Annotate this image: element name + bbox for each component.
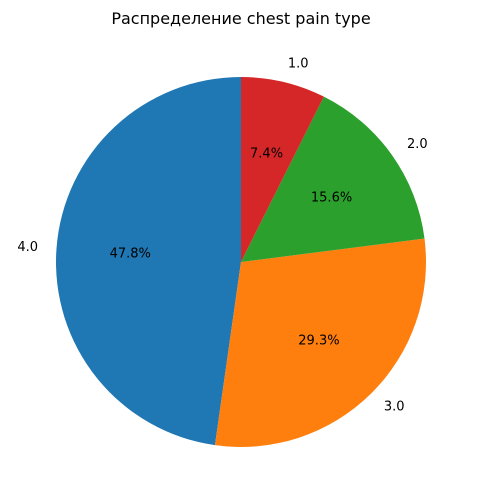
pie-slice-3-0 bbox=[214, 238, 427, 447]
chart-title: Распределение chest pain type bbox=[111, 9, 370, 28]
pie-slices bbox=[55, 77, 427, 447]
pie-category-label: 1.0 bbox=[288, 56, 309, 71]
pie-slice-2-0 bbox=[241, 96, 425, 262]
pie-slice-1-0 bbox=[241, 77, 324, 262]
pie-category-label: 3.0 bbox=[384, 399, 405, 414]
pie-percent-label: 47.8% bbox=[110, 247, 151, 262]
pie-percent-label: 7.4% bbox=[250, 146, 283, 161]
pie-percent-label: 29.3% bbox=[298, 334, 339, 349]
pie-category-label: 2.0 bbox=[407, 137, 428, 152]
pie-labels: 47.8% 4.0 29.3% 3.0 15.6% 2.0 7.4% 1.0 bbox=[17, 56, 427, 414]
pie-slice-4-0 bbox=[55, 77, 242, 446]
pie-percent-label: 15.6% bbox=[311, 190, 352, 205]
pie-category-label: 4.0 bbox=[17, 240, 38, 255]
